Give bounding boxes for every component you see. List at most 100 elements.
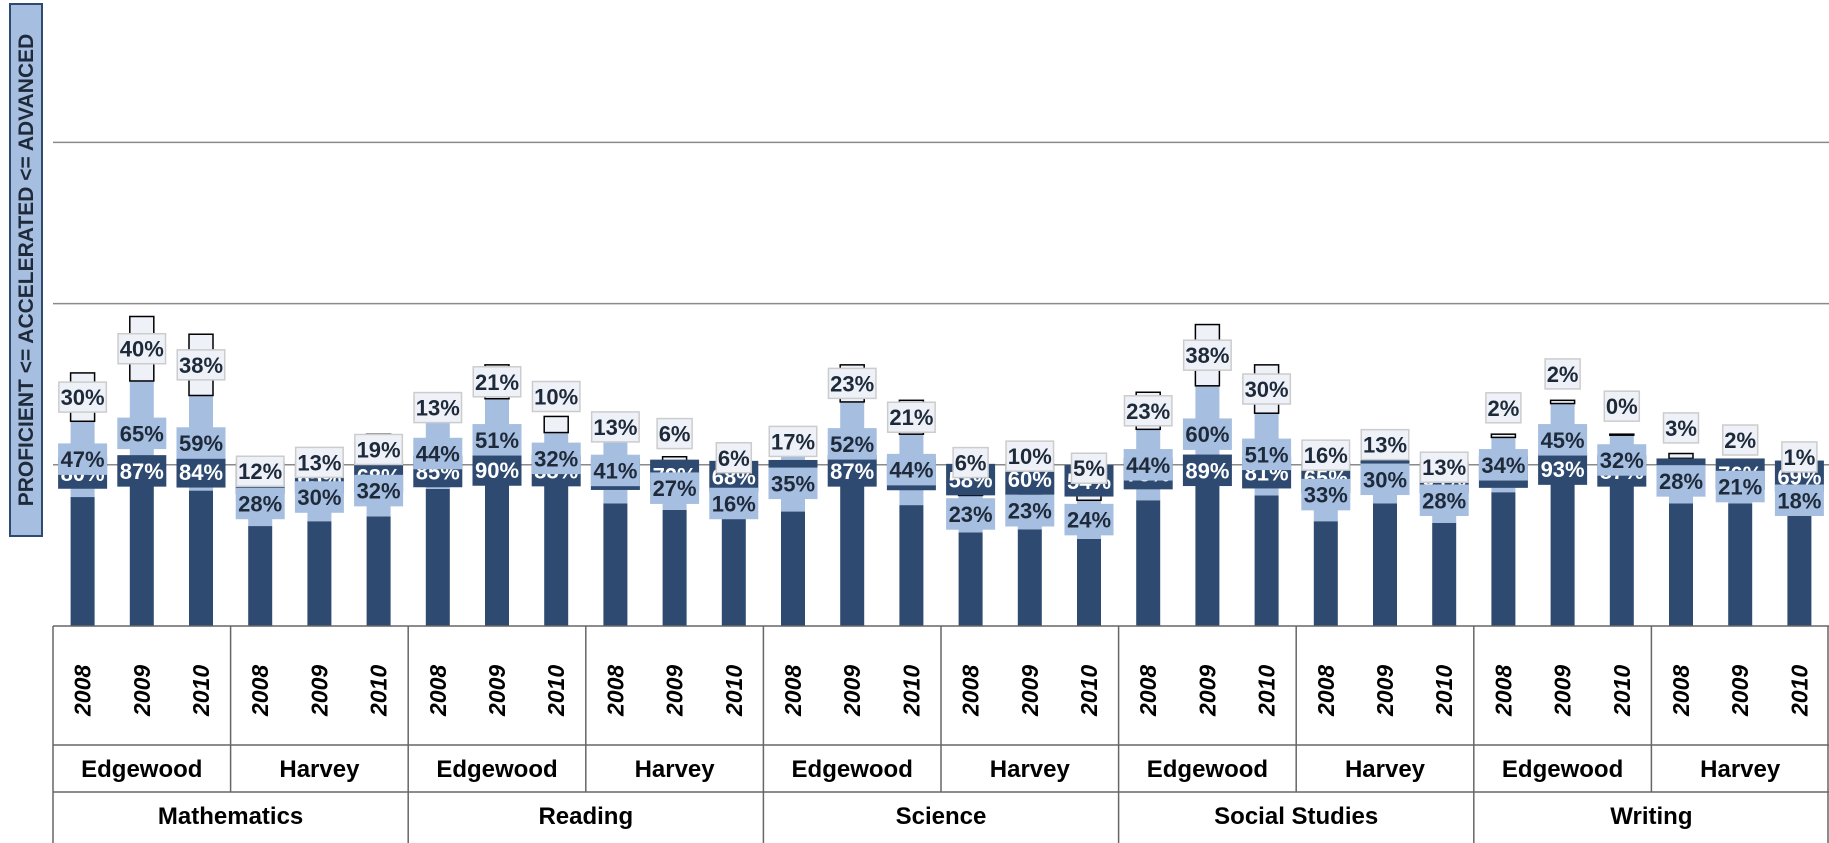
label-accelerated-box <box>709 487 759 520</box>
label-advanced: 23% <box>827 367 877 400</box>
label-accelerated-box <box>827 428 877 460</box>
label-accelerated-text: 34% <box>1481 453 1525 478</box>
label-advanced-box <box>1182 339 1232 371</box>
label-accelerated-box <box>531 442 581 475</box>
label-advanced-text: 2% <box>1488 396 1520 421</box>
tick-label-year: 2008 <box>425 665 451 717</box>
label-advanced-box <box>1123 395 1173 427</box>
bar-proficient <box>307 521 332 626</box>
tick-label-year: 2010 <box>721 665 747 717</box>
tick-label-year: 2008 <box>1668 665 1694 717</box>
label-accelerated-text: 59% <box>179 431 223 456</box>
label-proficient-text: 93% <box>1541 457 1585 482</box>
label-accelerated-text: 32% <box>1600 448 1644 473</box>
label-advanced: 23% <box>1123 395 1173 427</box>
label-advanced-box <box>1662 412 1700 444</box>
tick-label-year: 2009 <box>484 665 510 717</box>
label-accelerated: 44% <box>413 437 463 470</box>
bar-proficient <box>189 490 213 626</box>
label-accelerated-box <box>117 417 167 450</box>
bar-proficient <box>1136 500 1161 626</box>
bar-advanced <box>1549 399 1576 405</box>
bar-proficient <box>958 532 983 626</box>
label-proficient-text: 90% <box>475 458 519 483</box>
label-accelerated: 60% <box>1182 418 1232 450</box>
label-proficient-box <box>117 455 167 487</box>
label-advanced-box <box>886 401 936 433</box>
tick-label-year: 2010 <box>1786 665 1812 717</box>
label-accelerated-text: 27% <box>653 476 697 501</box>
label-advanced: 2% <box>1544 358 1581 390</box>
label-advanced-box <box>1781 441 1818 473</box>
bar-proficient <box>1728 503 1753 626</box>
label-advanced-box <box>1419 451 1469 483</box>
label-accelerated: 28% <box>1419 484 1469 517</box>
bar-advanced <box>1668 452 1694 460</box>
label-advanced-text: 10% <box>1008 444 1052 469</box>
tick-label-year: 2009 <box>1194 665 1220 717</box>
label-accelerated-box <box>1715 470 1765 503</box>
label-accelerated-text: 35% <box>771 471 815 496</box>
label-accelerated-box <box>590 454 640 487</box>
label-advanced-text: 40% <box>120 337 164 362</box>
label-advanced: 16% <box>1301 439 1351 471</box>
label-accelerated-text: 30% <box>297 485 341 510</box>
label-accelerated-text: 51% <box>1245 442 1289 467</box>
label-proficient: 90% <box>472 454 522 486</box>
label-accelerated: 44% <box>1123 449 1173 481</box>
label-accelerated-box <box>413 437 463 470</box>
label-advanced-text: 2% <box>1724 428 1756 453</box>
label-proficient-text: 87% <box>120 459 164 484</box>
label-accelerated: 27% <box>650 472 700 504</box>
tick-label-year: 2008 <box>1490 665 1516 717</box>
label-advanced: 13% <box>590 411 640 443</box>
label-accelerated: 16% <box>709 487 759 520</box>
label-accelerated: 47% <box>58 443 108 475</box>
label-advanced: 10% <box>1005 440 1055 472</box>
label-advanced-text: 13% <box>297 450 341 475</box>
label-accelerated-box <box>294 481 344 513</box>
tick-label-year: 2009 <box>1550 665 1576 717</box>
label-accelerated: 21% <box>1715 470 1765 503</box>
tick-label-school: Edgewood <box>81 756 202 783</box>
bar-advanced <box>1490 433 1517 439</box>
label-advanced-text: 21% <box>889 405 933 430</box>
label-proficient: 87% <box>117 455 167 487</box>
bar-proficient <box>425 488 450 626</box>
tick-label-year: 2009 <box>1372 665 1398 717</box>
label-advanced-box <box>656 417 693 450</box>
label-accelerated-text: 28% <box>238 491 282 516</box>
label-accelerated-text: 23% <box>949 502 993 527</box>
label-accelerated: 34% <box>1478 449 1528 481</box>
bar-proficient <box>129 485 154 626</box>
label-advanced-box <box>294 446 344 479</box>
label-advanced: 30% <box>1242 373 1292 405</box>
bar-proficient <box>781 511 805 626</box>
bar-proficient <box>1787 514 1812 626</box>
label-advanced-box <box>590 411 640 443</box>
tick-label-subject: Mathematics <box>158 803 303 830</box>
label-advanced-text: 5% <box>1073 456 1105 481</box>
bar-proficient <box>1550 476 1575 626</box>
tick-label-year: 2009 <box>839 665 865 717</box>
tick-label-school: Edgewood <box>1502 756 1623 783</box>
label-proficient: 84% <box>176 456 226 488</box>
label-proficient-box <box>1182 454 1232 487</box>
label-advanced-box <box>1544 358 1581 390</box>
label-advanced: 3% <box>1662 412 1700 444</box>
label-accelerated-text: 65% <box>120 421 164 446</box>
label-accelerated-text: 24% <box>1067 508 1111 533</box>
label-advanced: 21% <box>886 401 936 433</box>
label-accelerated: 59% <box>176 427 226 459</box>
bar-proficient <box>899 505 924 626</box>
label-advanced: 6% <box>656 417 693 450</box>
label-advanced: 0% <box>1603 390 1641 422</box>
label-advanced: 40% <box>117 332 167 365</box>
label-accelerated-text: 51% <box>475 428 519 453</box>
tick-label-year: 2008 <box>70 665 96 717</box>
bar-proficient <box>1432 522 1457 626</box>
label-accelerated-box <box>768 467 818 500</box>
label-advanced-box <box>1360 428 1410 461</box>
label-accelerated-box <box>1123 449 1173 481</box>
